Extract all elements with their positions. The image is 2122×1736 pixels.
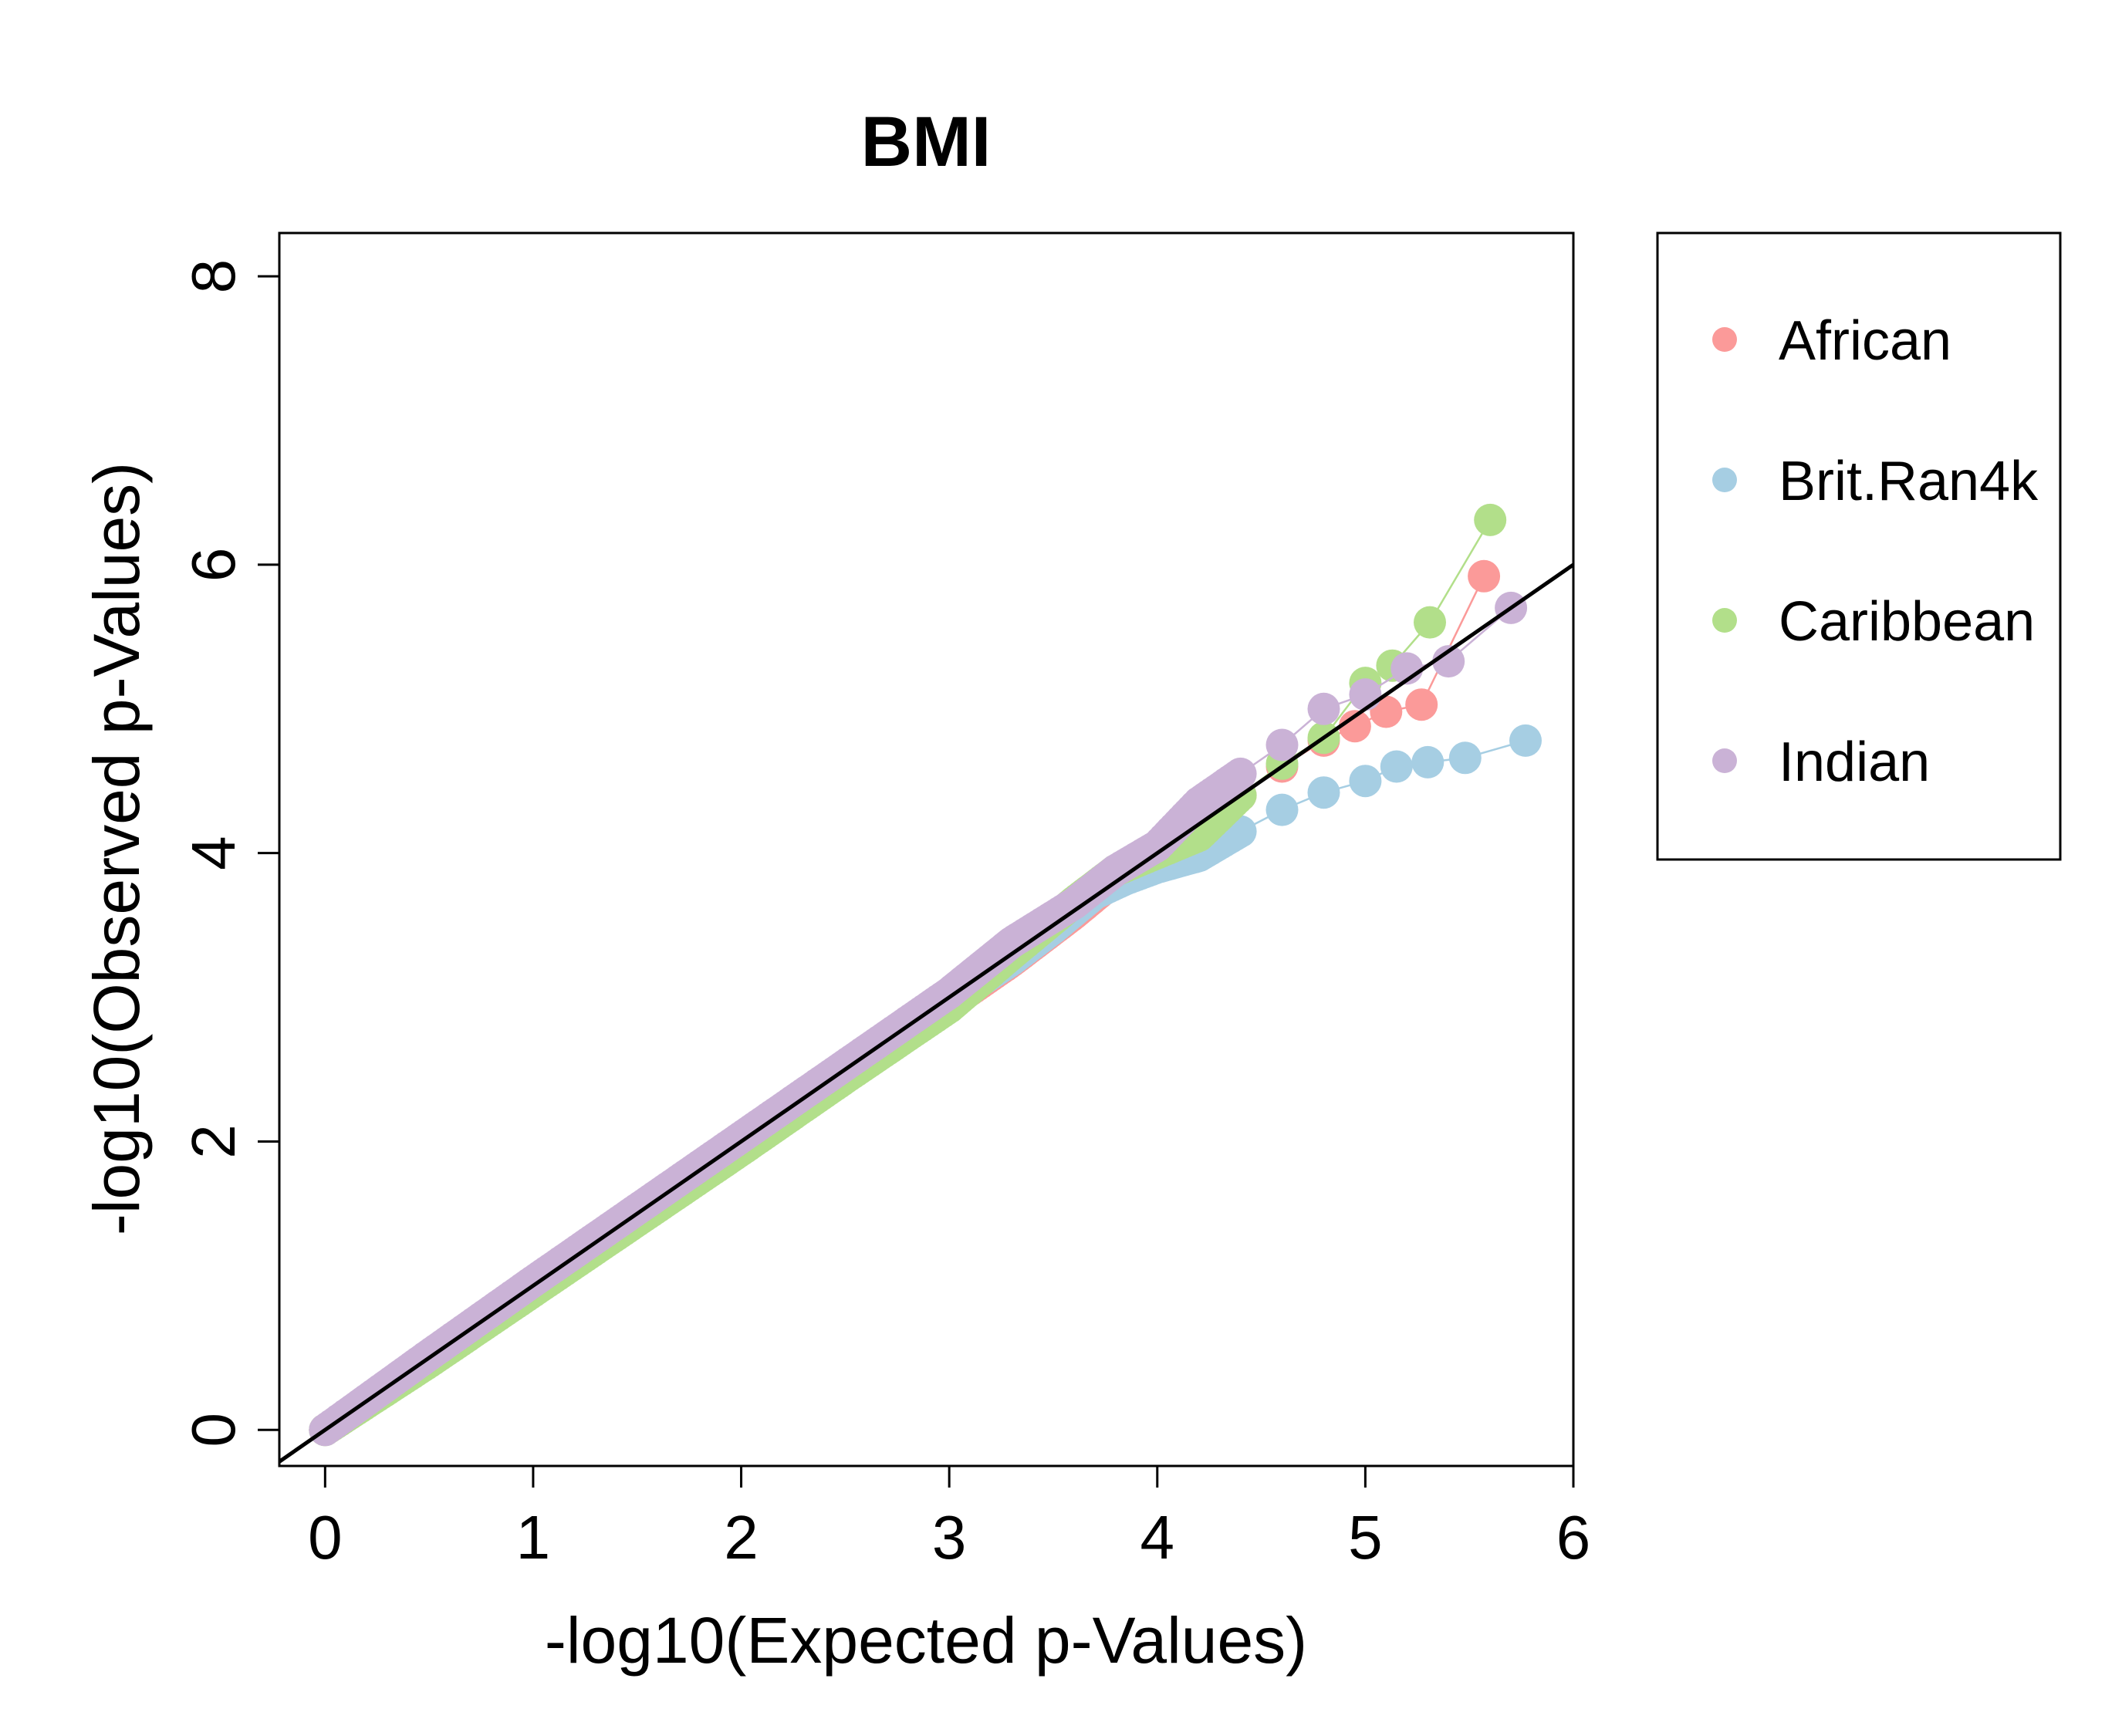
data-point [1432, 645, 1465, 678]
data-point [1474, 503, 1507, 536]
x-axis: 0 1 2 3 4 5 6 [308, 1464, 1591, 1572]
legend-marker [1712, 468, 1737, 492]
data-point [1349, 678, 1382, 711]
x-tick-label: 3 [932, 1503, 967, 1572]
legend-label: Brit.Ran4k [1779, 451, 2039, 512]
data-point [1448, 741, 1482, 775]
legend: African Brit.Ran4k Caribbean Indian [1656, 231, 2062, 861]
x-tick-label: 5 [1348, 1503, 1383, 1572]
data-point [1338, 710, 1371, 743]
x-tick-label: 0 [308, 1503, 343, 1572]
chart-title: BMI [861, 103, 992, 181]
data-point [1265, 728, 1299, 762]
data-point [1307, 692, 1340, 725]
x-tick-label: 6 [1556, 1503, 1591, 1572]
series-brit-ran4k [309, 724, 1542, 1447]
y-tick-label: 0 [179, 1413, 248, 1447]
x-axis-label: -log10(Expected p-Values) [545, 1604, 1307, 1677]
data-point [1411, 745, 1445, 778]
y-axis: 0 2 4 6 8 [179, 259, 281, 1447]
legend-item: African [1712, 310, 1951, 372]
data-point [1509, 724, 1542, 757]
data-point [1224, 757, 1257, 790]
y-tick-label: 4 [179, 836, 248, 870]
plot-frame [278, 231, 1575, 1467]
legend-item: Caribbean [1712, 591, 2035, 653]
data-point [1405, 688, 1438, 721]
x-tick-label: 1 [516, 1503, 551, 1572]
legend-item: Brit.Ran4k [1712, 451, 2039, 512]
data-point [1307, 776, 1340, 809]
data-point [1265, 793, 1299, 826]
legend-marker [1712, 327, 1737, 352]
y-tick-label: 6 [179, 548, 248, 583]
identity-reference-line [279, 562, 1573, 1464]
y-tick-label: 8 [179, 259, 248, 294]
x-tick-label: 2 [724, 1503, 759, 1572]
legend-label: Indian [1779, 731, 1930, 793]
series-layer [309, 503, 1542, 1447]
legend-label: Caribbean [1779, 591, 2035, 653]
legend-marker [1712, 748, 1737, 773]
y-tick-label: 2 [179, 1124, 248, 1159]
data-point [1380, 750, 1413, 783]
x-tick-label: 4 [1140, 1503, 1175, 1572]
data-point [1414, 606, 1446, 639]
legend-label: African [1779, 310, 1951, 372]
legend-marker [1712, 608, 1737, 633]
legend-item: Indian [1712, 731, 1930, 793]
data-point [1468, 559, 1501, 593]
data-point [1349, 765, 1382, 798]
y-axis-label: -log10(Observed p-Values) [80, 462, 153, 1235]
